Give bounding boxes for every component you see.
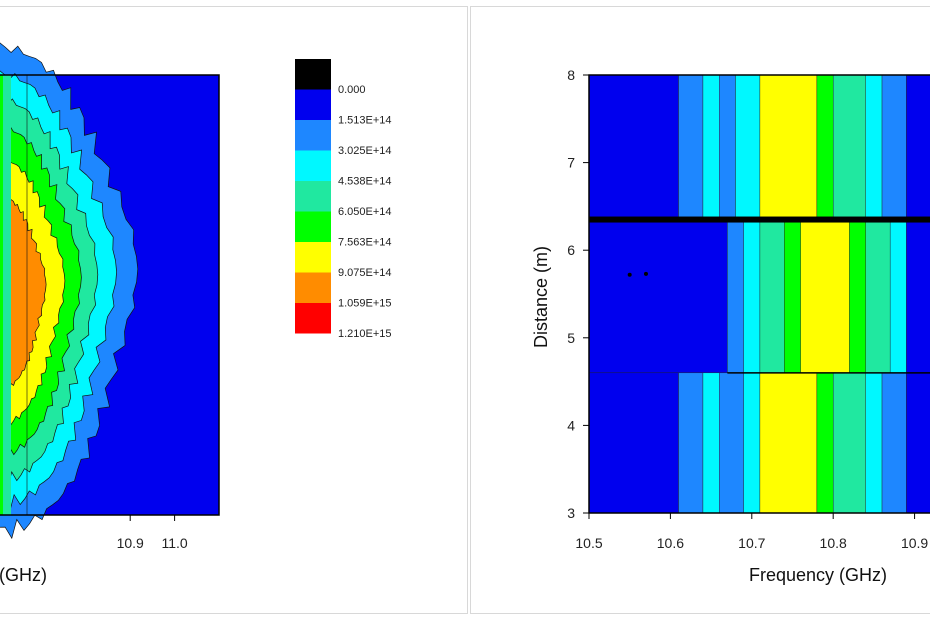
x-tick-label: 10.5 [575,535,602,551]
contour-stripe [759,74,818,220]
legend-swatch [295,89,331,120]
contour-stripe [588,74,679,220]
contour-stripe [678,372,704,514]
contour-stripe [881,372,907,514]
y-tick-label: 4 [567,417,575,433]
legend-swatch [295,242,331,273]
plot-frame [588,74,930,514]
legend-swatch [295,303,331,334]
legend-swatch [295,120,331,151]
contour-stripe [588,372,679,514]
contour-stripe [849,219,866,374]
contour-plot-right-panel: 10.5 10.6 10.7 10.8 10.9 3 4 5 6 7 8 Frequency (G… [470,6,930,614]
contour-stripe [719,74,736,220]
x-axis-ticks: 10.5 10.6 10.7 10.8 10.9 [575,513,928,551]
contour-stripe [759,372,818,514]
legend-swatch [295,272,331,303]
contour-stripe [719,372,744,514]
plot-frame [0,74,220,516]
legend-label: 9.075E+14 [338,267,392,279]
color-scale-legend: 0.000 1.513E+14 3.025E+14 4.538E+14 6.050E+1… [295,59,392,340]
legend-label: 0.000 [338,84,366,96]
contour-stripe [702,372,720,514]
boundary-line [589,216,930,223]
contour-plot-right: 10.5 10.6 10.7 10.8 10.9 3 4 5 6 7 8 Frequency (G… [531,67,930,585]
legend-label: 1.210E+15 [338,328,392,340]
x-axis-ticks: 10.9 11.0 [117,515,188,551]
legend-label: 7.563E+14 [338,237,392,249]
y-tick-label: 7 [567,155,575,171]
y-tick-label: 3 [567,505,575,521]
legend-label: 1.059E+15 [338,298,392,310]
x-tick-label: 10.8 [820,535,847,551]
contour-stripe [906,74,930,220]
legend-swatch [295,181,331,212]
contour-plot-left: 10.9 11.0 (GHz) 0.000 1.513E+14 3.025E+14 4.… [0,42,392,585]
contour-stripe [832,74,866,220]
contour-stripe [906,372,930,514]
marker-points [627,271,648,277]
x-tick-label: 10.9 [901,535,928,551]
legend-label: 1.513E+14 [338,115,392,127]
x-tick-label: 10.9 [117,535,144,551]
y-axis-title: Distance (m) [531,246,551,348]
contour-stripe [816,372,834,514]
contour-region [0,75,3,515]
legend-swatch [295,150,331,181]
contour-region [0,193,47,394]
y-tick-label: 8 [567,67,575,83]
contour-stripe [727,219,744,374]
legend-label: 4.538E+14 [338,176,392,188]
contour-stripe [735,74,761,220]
contour-plot-left-panel: 10.9 11.0 (GHz) 0.000 1.513E+14 3.025E+14 4.… [0,6,468,614]
contour-stripe [865,219,891,374]
y-tick-label: 5 [567,330,575,346]
contour-stripe [906,219,930,374]
x-axis-title: (GHz) [0,565,47,585]
marker-point [627,272,632,277]
contour-stripe [784,219,801,374]
contour-stripe [816,74,834,220]
legend-label: 6.050E+14 [338,206,392,218]
contour-stripe [588,219,728,374]
contour-stripe [678,74,704,220]
x-axis-title: Frequency (GHz) [749,565,887,585]
x-tick-label: 10.6 [657,535,684,551]
contour-stripe [832,372,866,514]
contour-stripe [865,372,883,514]
contour-region [0,75,11,515]
contour-stripe [743,219,761,374]
marker-point [643,271,648,276]
x-tick-label: 10.7 [738,535,765,551]
contour-stripe [800,219,850,374]
legend-swatch [295,211,331,242]
contour-stripe [881,74,907,220]
legend-label: 3.025E+14 [338,145,392,157]
x-tick-label: 11.0 [161,535,187,551]
contour-stripe [889,219,907,374]
contour-stripe [759,219,785,374]
contour-regions [0,42,139,540]
contour-stripe [702,74,720,220]
y-axis-ticks: 3 4 5 6 7 8 [567,67,589,521]
contour-bands [588,74,930,514]
contour-stripe [865,74,883,220]
y-tick-label: 6 [567,242,575,258]
contour-stripe [743,372,761,514]
legend-swatch [295,59,331,90]
